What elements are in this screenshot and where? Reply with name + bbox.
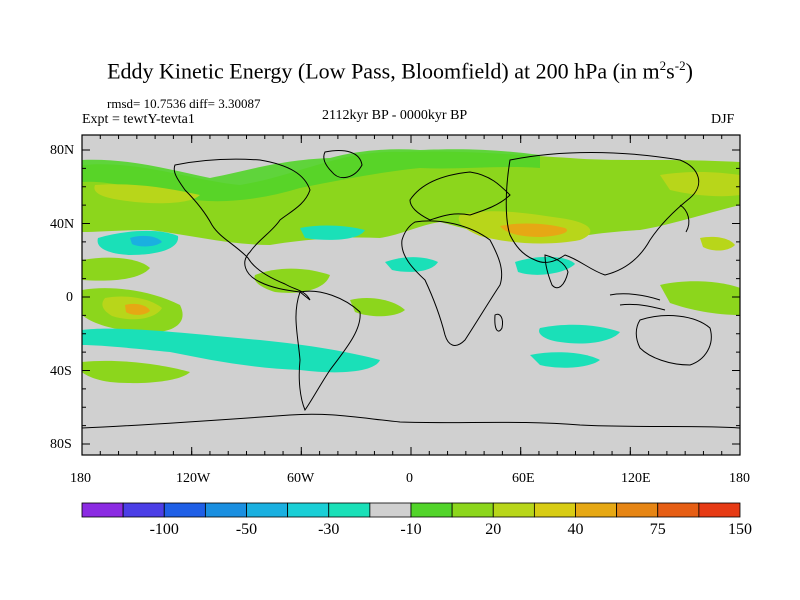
- colorbar-box: [492, 502, 535, 518]
- coast-antarctica: [82, 413, 740, 429]
- nh-cyan-atlantic: [300, 225, 365, 240]
- colorbar-box: [163, 502, 206, 518]
- tropical-green-io: [660, 281, 740, 315]
- nh-west-yellow: [94, 184, 200, 204]
- lon-label-60w: 60W: [287, 471, 315, 486]
- colorbar-label: -100: [149, 521, 179, 538]
- lon-label-180e: 180: [729, 471, 750, 486]
- period-label: 2112kyr BP - 0000kyr BP: [322, 108, 468, 123]
- lon-label-180w: 180: [70, 471, 91, 486]
- colorbar-box: [575, 502, 618, 518]
- stats-label: rmsd= 10.7536 diff= 3.30087: [107, 96, 261, 111]
- experiment-label: Expt = tewtY-tevta1: [82, 112, 195, 127]
- tropical-orange-eq: [125, 303, 150, 315]
- contour-fields: [82, 149, 740, 384]
- coast-indonesia: [609, 293, 666, 311]
- coast-north-america: [173, 158, 311, 301]
- colorbar-box: [533, 502, 576, 518]
- coast-greenland: [323, 150, 363, 179]
- colorbar-box: [616, 502, 659, 518]
- colorbar-box: [369, 502, 412, 518]
- colorbar-box: [451, 502, 494, 518]
- colorbar-label: 75: [649, 521, 666, 538]
- colorbar-box: [657, 502, 700, 518]
- nh-cyan-africa: [385, 257, 438, 272]
- colorbar-label: 40: [567, 521, 584, 538]
- nh-pacific-east: [700, 236, 735, 251]
- tropical-cyan-sh-pac: [530, 352, 600, 368]
- colorbar-label: -10: [400, 521, 422, 538]
- coast-south-america: [295, 290, 361, 412]
- coast-madagascar: [494, 313, 503, 332]
- coast-japan: [679, 204, 690, 233]
- tropical-cyan-sh-eastpac: [82, 328, 380, 373]
- lon-label-120e: 120E: [621, 471, 651, 486]
- lon-label-60e: 60E: [512, 471, 535, 486]
- colorbar-label: 150: [728, 521, 752, 538]
- colorbar-box: [122, 502, 165, 518]
- colorbar-box: [328, 502, 371, 518]
- lat-label-40n: 40N: [50, 217, 75, 232]
- lat-label-0: 0: [66, 290, 73, 305]
- colorbar-label: 20: [485, 521, 502, 538]
- coast-india: [544, 254, 569, 289]
- tropical-cyan-sh-io: [539, 324, 620, 344]
- lat-label-80s: 80S: [50, 437, 72, 452]
- tropical-green-west: [82, 257, 150, 281]
- colorbar-box: [81, 502, 124, 518]
- lon-label-120w: 120W: [176, 471, 211, 486]
- colorbar-label: -50: [235, 521, 258, 538]
- nh-blue-pacific: [130, 235, 162, 247]
- nh-jet-orange: [500, 223, 568, 237]
- nh-pacific-yellow: [660, 171, 740, 197]
- colorbar-box: [204, 502, 247, 518]
- coast-europe: [409, 171, 511, 221]
- colorbar-box: [246, 502, 289, 518]
- plot-title: Eddy Kinetic Energy (Low Pass, Bloomfiel…: [107, 58, 693, 84]
- coast-africa: [401, 220, 503, 346]
- colorbar-label: -30: [318, 521, 340, 538]
- sh-green-band: [82, 360, 190, 384]
- nh-jet-lime: [82, 149, 540, 202]
- colorbar: [81, 502, 741, 518]
- lat-label-80n: 80N: [50, 143, 75, 158]
- axis-ticks: [81, 135, 741, 455]
- tropical-green-sa: [350, 298, 405, 317]
- lon-label-0: 0: [406, 471, 413, 486]
- colorbar-box: [287, 502, 330, 518]
- colorbar-box: [698, 502, 741, 518]
- coast-asia: [505, 152, 700, 276]
- coast-australia: [635, 315, 712, 366]
- colorbar-box: [410, 502, 453, 518]
- lat-label-40s: 40S: [50, 364, 72, 379]
- season-label: DJF: [711, 112, 735, 127]
- coastlines: [82, 150, 740, 429]
